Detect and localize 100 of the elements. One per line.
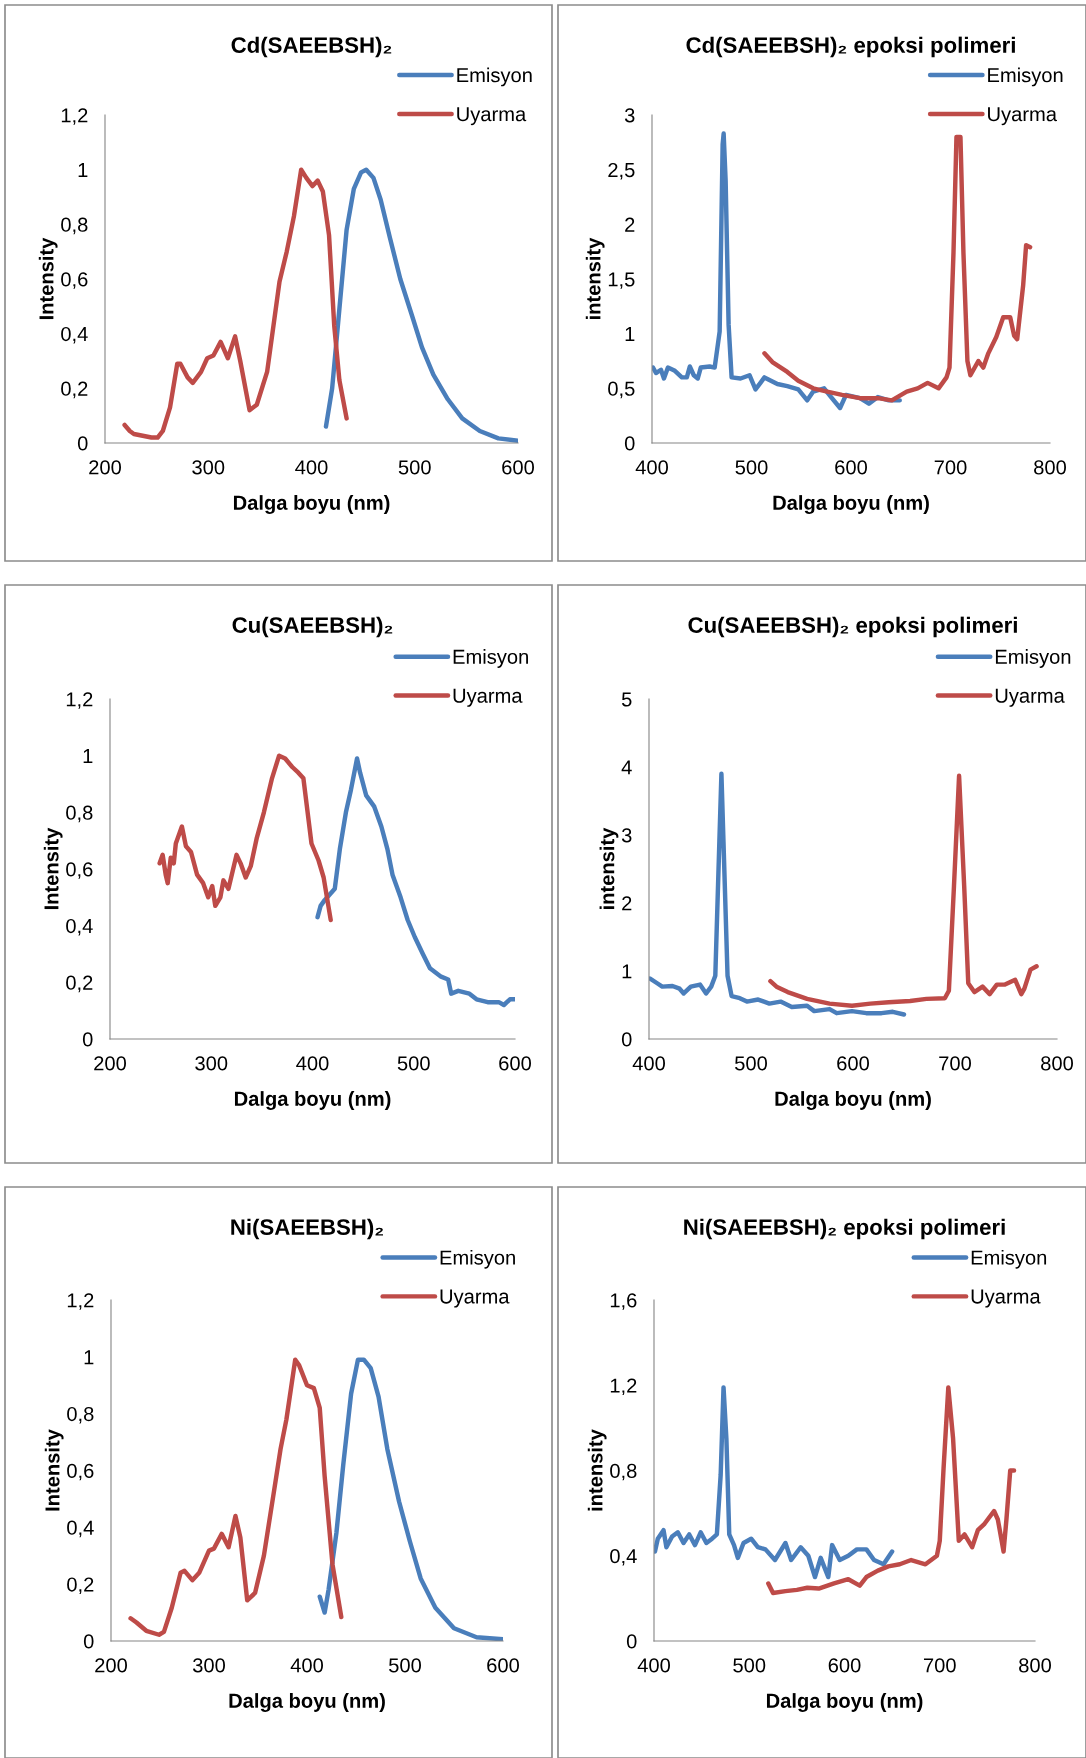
y-tick-label: 5 xyxy=(621,692,632,707)
x-tick-label: 400 xyxy=(635,460,669,475)
y-tick-label: 0,2 xyxy=(67,1577,94,1595)
y-tick-label: 2,5 xyxy=(608,162,635,180)
x-tick-label: 500 xyxy=(735,460,768,475)
x-tick-label: 300 xyxy=(192,1658,226,1673)
y-tick-label: 0,2 xyxy=(61,381,88,399)
y-tick-label: 1 xyxy=(622,964,632,979)
x-tick-label: 700 xyxy=(923,1658,956,1673)
line-series xyxy=(128,1357,344,1637)
legend-label: Uyarma xyxy=(440,1289,510,1308)
legend-label: Uyarma xyxy=(457,107,527,126)
y-tick-label: 0 xyxy=(77,436,88,451)
x-tick-label: 600 xyxy=(499,1056,532,1071)
line-series xyxy=(768,773,1039,1008)
x-tick-label: 400 xyxy=(295,460,328,475)
y-tick-label: 0 xyxy=(624,436,635,451)
x-tick-label: 300 xyxy=(195,1056,228,1071)
line-series xyxy=(323,167,518,443)
y-axis-title: Intensity xyxy=(44,1429,64,1511)
x-axis-title: Dalga boyu (nm) xyxy=(234,1091,391,1110)
y-axis-title: intensity xyxy=(585,237,605,319)
y-tick-label: 0,6 xyxy=(61,272,88,289)
line-series xyxy=(654,1385,895,1580)
y-tick-label: 1,2 xyxy=(66,692,93,709)
x-tick-label: 800 xyxy=(1041,1056,1074,1071)
y-tick-label: 0,8 xyxy=(67,1406,94,1424)
x-tick-label: 500 xyxy=(398,460,431,475)
chart-title: Cd(SAEEBSH)₂ xyxy=(231,36,392,58)
y-axis-title: intensity xyxy=(599,827,619,909)
y-tick-label: 1 xyxy=(83,749,93,763)
y-tick-label: 1,6 xyxy=(610,1293,637,1310)
y-tick-label: 0 xyxy=(626,1634,637,1649)
x-axis-title: Dalga boyu (nm) xyxy=(233,495,390,514)
legend-label: Uyarma xyxy=(988,107,1057,126)
y-tick-label: 1 xyxy=(78,163,88,177)
y-tick-label: 0,8 xyxy=(66,805,93,823)
y-tick-label: 0 xyxy=(83,1634,94,1649)
x-axis-title: Dalga boyu (nm) xyxy=(766,1693,923,1712)
x-tick-label: 700 xyxy=(934,460,967,475)
legend-label: Emisyon xyxy=(457,67,532,87)
legend-label: Uyarma xyxy=(971,1289,1041,1308)
line-series xyxy=(762,134,1033,403)
x-tick-label: 400 xyxy=(637,1658,671,1673)
x-tick-label: 400 xyxy=(632,1056,666,1071)
line-series xyxy=(315,756,515,1008)
chart-title: Ni(SAEEBSH)₂ epoksi polimeri xyxy=(684,1218,1005,1240)
x-axis-title: Dalga boyu (nm) xyxy=(775,1091,931,1110)
y-tick-label: 1,2 xyxy=(610,1378,637,1396)
x-tick-label: 800 xyxy=(1019,1658,1052,1673)
chart-title: Ni(SAEEBSH)₂ xyxy=(231,1218,383,1240)
chart-title: Cd(SAEEBSH)₂ epoksi polimeri xyxy=(686,36,1015,58)
x-tick-label: 500 xyxy=(389,1658,422,1673)
x-tick-label: 200 xyxy=(89,460,122,475)
legend-label: Emisyon xyxy=(995,649,1071,668)
legend-label: Uyarma xyxy=(453,688,523,707)
y-tick-label: 0,4 xyxy=(610,1548,637,1566)
legend-label: Emisyon xyxy=(440,1249,515,1269)
chart-title: Cu(SAEEBSH)₂ epoksi polimeri xyxy=(688,616,1017,638)
x-tick-label: 500 xyxy=(735,1056,768,1071)
x-tick-label: 200 xyxy=(95,1658,128,1673)
x-tick-label: 600 xyxy=(835,460,868,475)
y-tick-label: 1 xyxy=(625,327,635,341)
y-tick-label: 2 xyxy=(625,217,635,232)
y-tick-label: 4 xyxy=(621,760,632,775)
x-tick-label: 200 xyxy=(94,1056,127,1071)
y-tick-label: 0,4 xyxy=(67,1520,94,1538)
y-tick-label: 2 xyxy=(622,896,632,911)
chart-title: Cu(SAEEBSH)₂ xyxy=(232,616,393,638)
x-tick-label: 800 xyxy=(1034,460,1067,475)
x-tick-label: 400 xyxy=(296,1056,329,1071)
y-tick-label: 0,2 xyxy=(66,975,93,993)
x-tick-label: 700 xyxy=(939,1056,972,1071)
y-tick-label: 0,4 xyxy=(66,918,93,936)
y-axis-title: Intensity xyxy=(38,237,58,320)
x-axis-title: Dalga boyu (nm) xyxy=(773,495,929,514)
legend-label: Emisyon xyxy=(453,649,528,668)
x-tick-label: 500 xyxy=(733,1658,766,1673)
line-series xyxy=(649,771,907,1017)
y-tick-label: 0,6 xyxy=(66,862,93,879)
x-tick-label: 400 xyxy=(290,1658,324,1673)
line-series xyxy=(122,167,349,440)
y-tick-label: 0,8 xyxy=(610,1463,637,1481)
y-tick-label: 0,8 xyxy=(61,217,88,235)
line-series xyxy=(317,1357,503,1641)
y-tick-label: 1,2 xyxy=(67,1293,94,1310)
y-tick-label: 0,4 xyxy=(61,326,88,344)
x-tick-label: 600 xyxy=(837,1056,870,1071)
y-axis-title: intensity xyxy=(587,1429,607,1511)
y-axis-title: Intensity xyxy=(43,827,63,910)
y-tick-label: 1 xyxy=(84,1350,94,1365)
x-tick-label: 300 xyxy=(192,460,225,475)
y-tick-label: 0 xyxy=(621,1032,632,1047)
x-axis-title: Dalga boyu (nm) xyxy=(229,1693,385,1712)
y-tick-label: 0,6 xyxy=(67,1463,94,1481)
legend-label: Emisyon xyxy=(988,67,1063,87)
x-tick-label: 600 xyxy=(828,1658,861,1673)
y-tick-label: 0,5 xyxy=(608,381,635,399)
line-series xyxy=(157,753,333,923)
y-tick-label: 3 xyxy=(624,108,635,123)
